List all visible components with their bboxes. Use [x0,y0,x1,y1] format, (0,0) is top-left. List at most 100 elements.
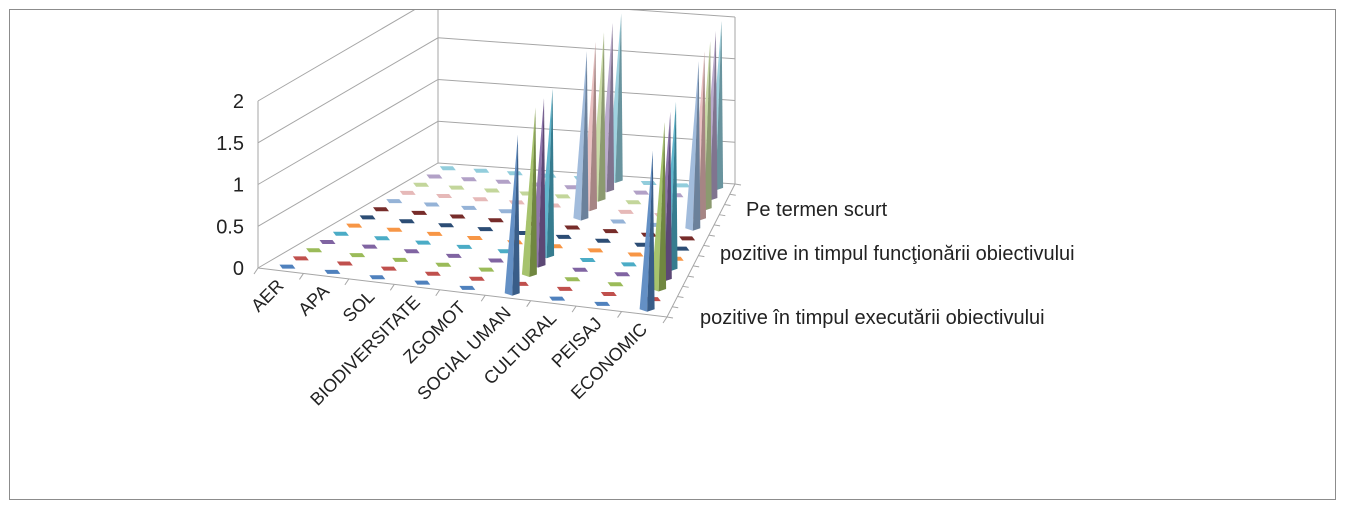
chart-area: 0 0.5 1 1.5 2 AER APA SOL BIODIVERSITATE ZGOMOT SO… [9,9,1336,500]
depth-axis-label: pozitive în timpul executării obiectivul… [700,307,1045,329]
zero-bar-marker [349,253,366,258]
zero-bar-marker [473,168,490,173]
zero-bar-marker [336,261,353,266]
zero-bar-marker [483,188,500,193]
chart-walls [253,10,742,324]
depth-tick [729,193,736,196]
zero-bar-marker [306,248,323,253]
zero-bar-marker [487,218,504,223]
cone-right-face [512,134,520,296]
depth-tick [734,183,742,186]
cone-right-face [598,32,606,202]
gridline [257,37,736,144]
zero-bar-marker [403,249,420,254]
zero-bar-marker [617,209,634,214]
zero-bar-marker [426,231,443,236]
zero-bar-marker [477,227,494,232]
zero-bar-marker [423,202,440,207]
zero-bar-marker [468,276,485,281]
value-axis-tick-label: 2 [233,91,244,113]
cone-bar [504,134,520,296]
cone-right-face [715,20,724,191]
zero-bar-marker [556,286,573,291]
zero-bar-marker [392,257,409,262]
gridline [257,10,736,102]
cone-left-face [521,107,536,277]
depth-tick [682,285,689,288]
zero-bar-marker [607,282,624,287]
zero-bar-marker [602,229,619,234]
cone-right-face [606,22,615,193]
zero-bar-marker [620,262,637,267]
zero-bar-marker [436,194,453,198]
zero-bar-marker [572,267,589,272]
category-tick [662,316,668,324]
category-tick [253,267,259,275]
depth-tick [687,275,695,278]
depth-tick [708,234,715,237]
zero-bar-marker [324,269,341,274]
zero-bar-marker [386,199,403,204]
zero-bar-marker [373,207,389,212]
zero-bar-marker [346,223,363,228]
zero-bar-marker [415,240,432,245]
zero-bar-marker [587,248,604,253]
cone-right-face [704,41,712,211]
zero-bar-marker [600,292,617,296]
zero-bar-marker [332,231,349,236]
cone-left-face [685,61,699,231]
depth-tick [703,244,710,247]
category-tick [526,300,532,307]
zero-bar-marker [673,246,690,251]
zero-bar-marker [359,215,376,220]
cone-left-face [504,134,518,296]
cone-right-face [709,31,718,201]
value-axis-tick-label: 1.5 [216,133,244,155]
depth-tick [698,255,705,258]
cone-left-face [639,150,653,312]
chart-cones [279,13,724,312]
zero-bar-marker [555,234,572,239]
category-tick [571,305,577,313]
cone-right-face [664,111,672,282]
cone-bar [639,150,655,312]
cone-right-face [670,101,678,272]
zero-bar-marker [498,209,515,214]
cone-right-face [692,61,701,231]
depth-tick [713,224,721,227]
zero-bar-marker [292,256,309,261]
category-label: AER [247,275,287,315]
zero-bar-marker [380,266,397,271]
zero-bar-marker [456,244,473,249]
cone-bar [521,107,537,277]
zero-bar-marker [413,182,430,187]
cone-right-face [529,107,537,277]
zero-bar-marker [461,205,477,210]
zero-bar-marker [399,190,416,195]
zero-bar-marker [640,181,657,185]
zero-bar-marker [625,200,642,205]
cone-right-face [546,88,555,259]
category-tick [299,273,304,280]
depth-axis-label: pozitive in timpul funcţionării obiectiv… [720,243,1075,265]
zero-bar-marker [579,258,596,262]
category-label: APA [294,281,333,320]
zero-bar-marker [478,267,495,272]
depth-tick [666,316,674,319]
zero-bar-marker [424,271,441,276]
zero-bar-marker [386,227,403,232]
zero-bar-marker [554,194,571,199]
zero-bar-marker [411,210,428,215]
zero-bar-marker [594,238,611,243]
zero-bar-marker [426,174,443,179]
zero-bar-marker [633,190,650,195]
cone-right-face [698,51,706,221]
category-label: SOL [339,286,379,326]
zero-bar-marker [564,277,581,282]
zero-bar-marker [449,214,466,219]
zero-bar-marker [459,285,476,290]
zero-bar-marker [448,185,465,190]
cone-left-face [573,51,587,221]
zero-bar-marker [369,275,386,280]
